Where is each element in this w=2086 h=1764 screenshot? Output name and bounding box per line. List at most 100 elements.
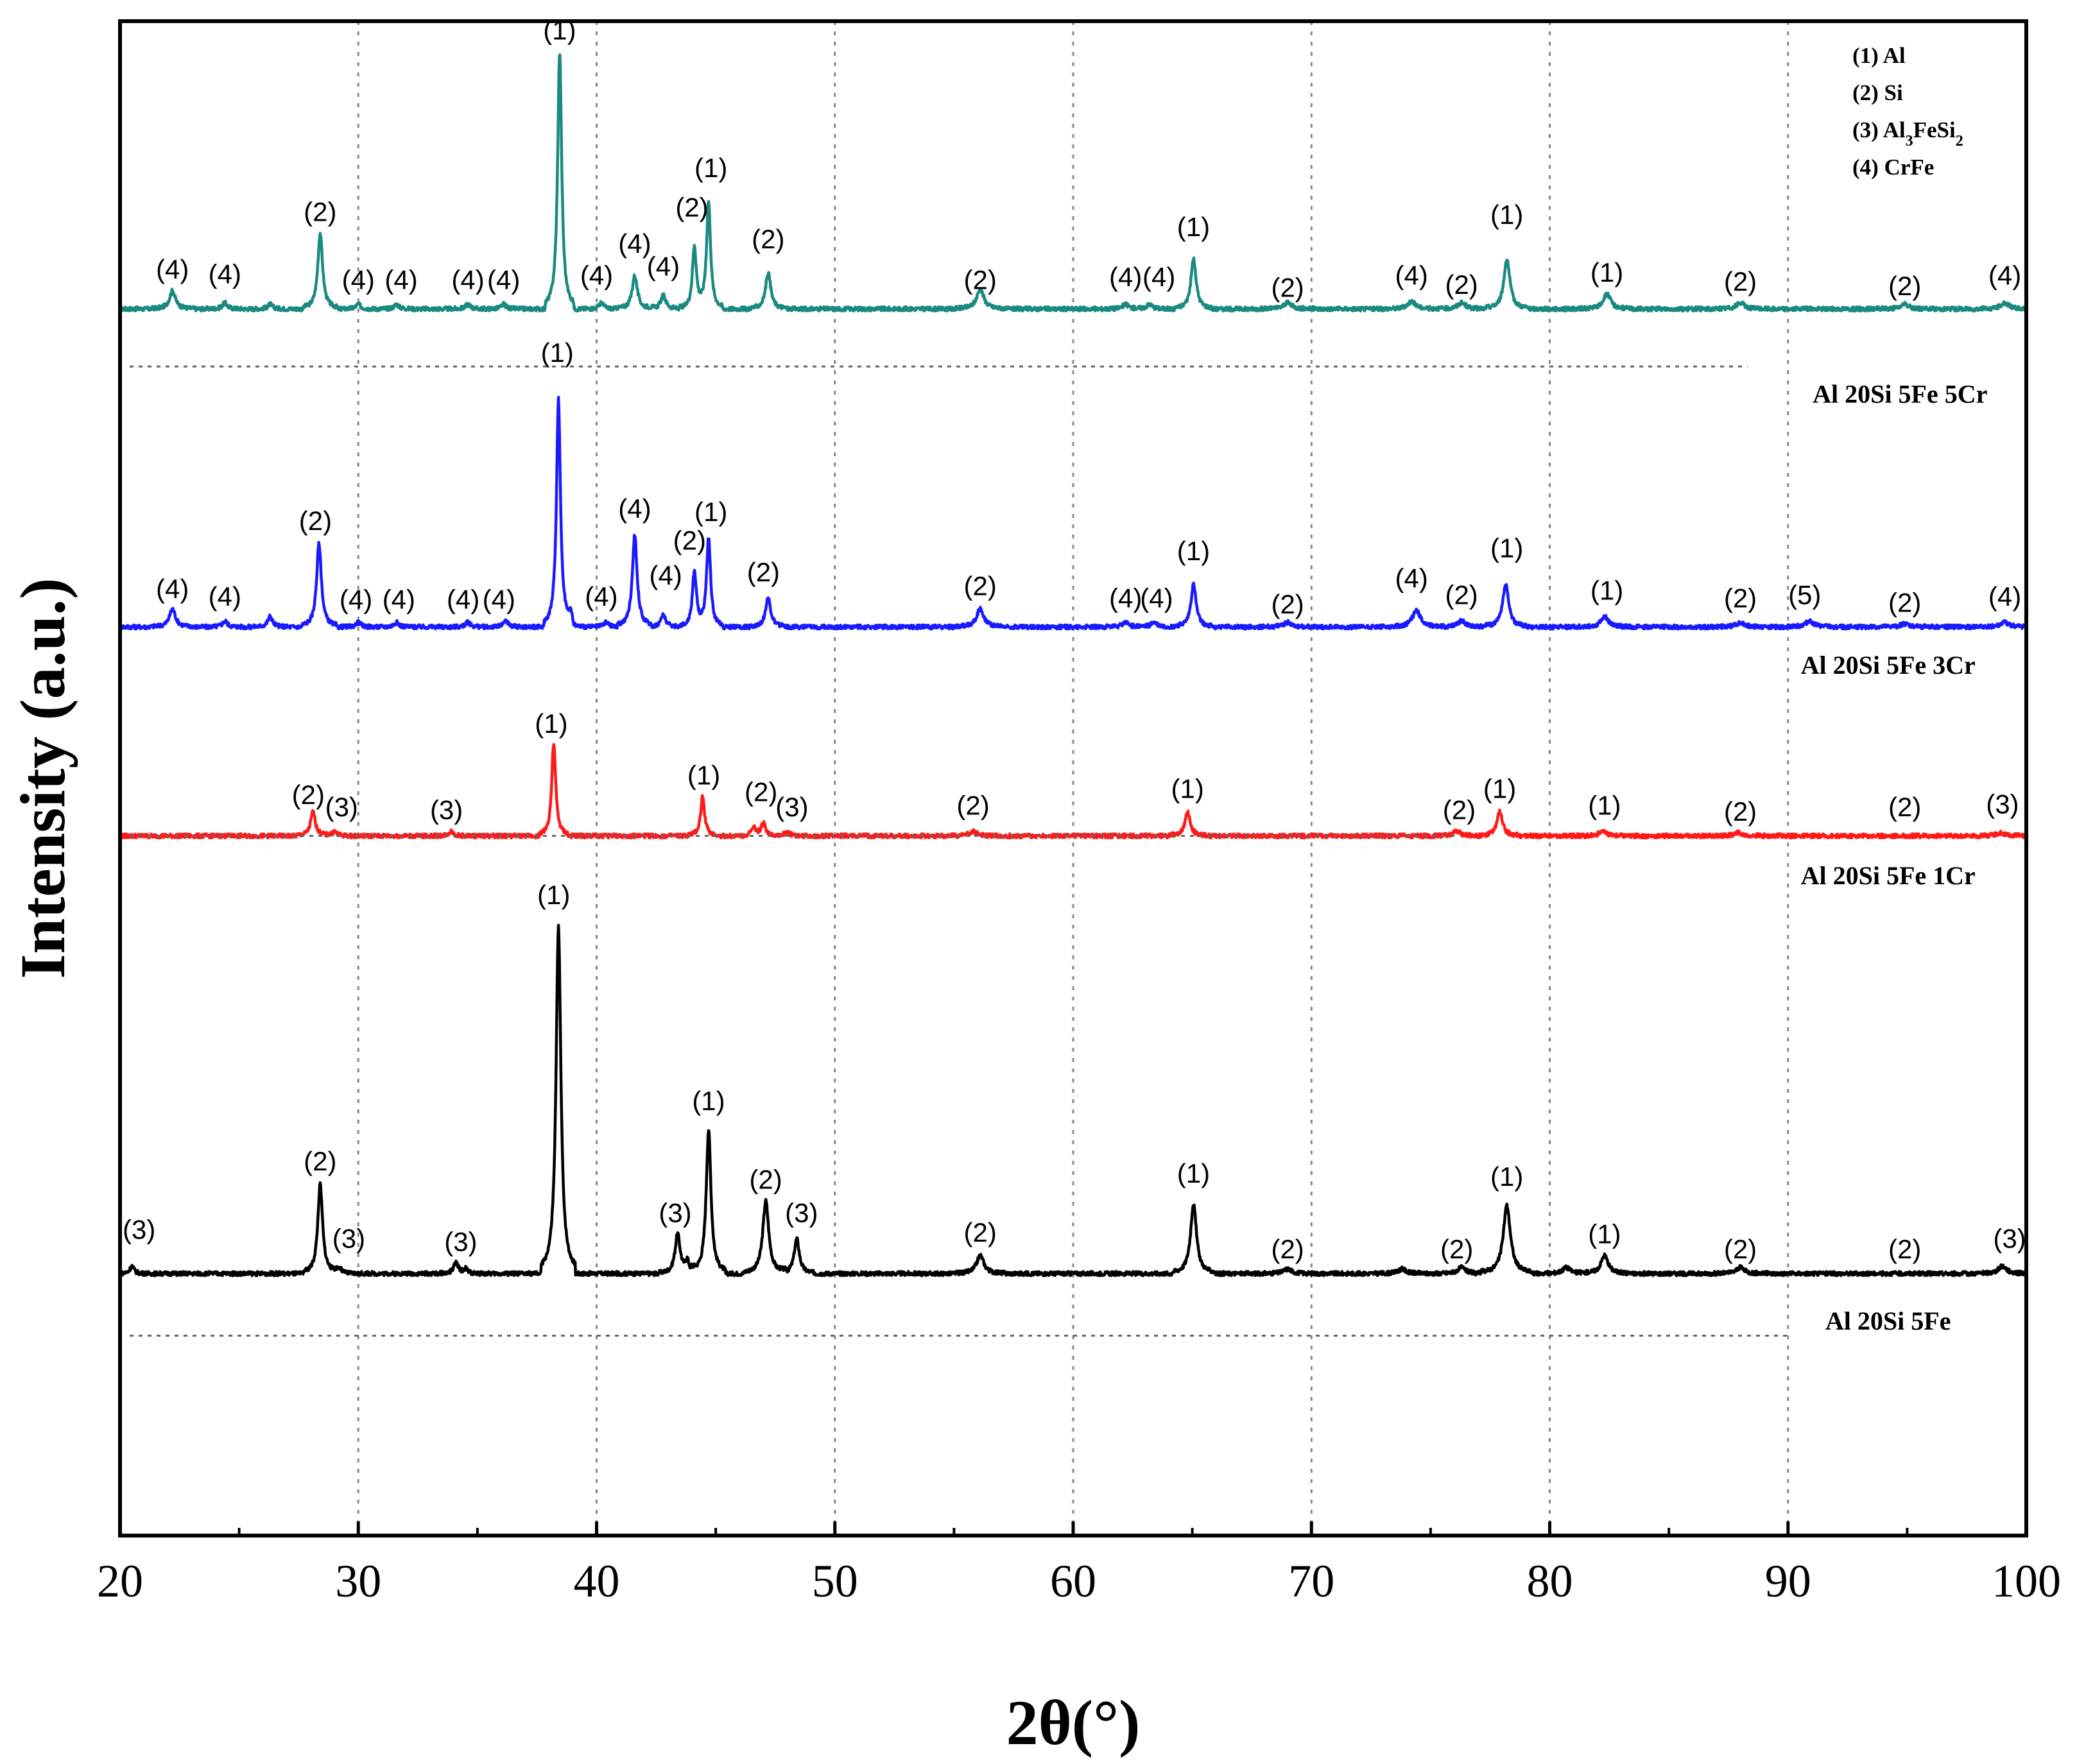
peak-label: (2) xyxy=(1445,270,1478,300)
peak-label: (2) xyxy=(747,557,780,587)
peak-label: (1) xyxy=(1590,576,1623,606)
x-tick-label: 20 xyxy=(97,1555,143,1607)
legend: (1) Al (2) Si (3) Al3FeSi2 (4) CrFe xyxy=(1852,43,1963,180)
peak-label: (4) xyxy=(1395,563,1428,594)
series-labels: Al 20Si 5Fe 5Cr Al 20Si 5Fe 3Cr Al 20Si 5F… xyxy=(1801,380,1988,1335)
legend-entry: (3) Al3FeSi2 xyxy=(1852,117,1963,150)
peak-label: (2) xyxy=(675,192,708,222)
peak-label: (4) xyxy=(649,560,682,590)
peak-label: (2) xyxy=(1724,266,1757,296)
peak-label: (1) xyxy=(1177,1158,1210,1188)
legend-entry: (1) Al xyxy=(1852,43,1906,68)
x-tick-label: 40 xyxy=(574,1555,620,1607)
series-line xyxy=(119,923,2028,1278)
peak-label: (2) xyxy=(292,780,325,810)
peak-label: (2) xyxy=(304,197,336,227)
peak-label: (4) xyxy=(156,254,189,284)
peak-label: (2) xyxy=(1271,1234,1304,1264)
peak-label: (4) xyxy=(487,265,520,295)
peak-label: (4) xyxy=(618,493,651,524)
peak-label: (4) xyxy=(1988,261,2021,291)
peak-label: (2) xyxy=(1724,796,1757,826)
peak-label: (4) xyxy=(447,585,479,615)
y-axis-label: Intensity (a.u.) xyxy=(7,578,78,979)
peak-label: (4) xyxy=(342,265,375,295)
peak-label: (2) xyxy=(1445,580,1478,610)
x-tick-label: 90 xyxy=(1765,1555,1811,1607)
peak-label: (3) xyxy=(1986,789,2019,819)
x-tick-label: 50 xyxy=(812,1555,858,1607)
peak-label: (2) xyxy=(1888,271,1921,301)
x-tick-label: 60 xyxy=(1050,1555,1096,1607)
peak-label: (2) xyxy=(304,1146,336,1176)
peak-label: (2) xyxy=(1888,1234,1921,1264)
legend-entry: (2) Si xyxy=(1852,80,1903,105)
peak-label: (2) xyxy=(964,1217,997,1247)
peak-label: (2) xyxy=(752,224,784,254)
peak-label: (2) xyxy=(745,776,777,807)
peak-label: (1) xyxy=(1490,533,1523,563)
peak-label: (4) xyxy=(585,581,617,612)
peak-label: (1) xyxy=(1490,200,1523,230)
peak-label: (3) xyxy=(332,1224,365,1254)
series-line xyxy=(119,53,2028,313)
peak-label: (2) xyxy=(1724,1234,1757,1264)
peak-label: (1) xyxy=(1490,1161,1523,1192)
series-name-label: Al 20Si 5Fe 5Cr xyxy=(1813,380,1987,409)
peak-label: (4) xyxy=(340,585,372,615)
x-ticks: 20 30 40 50 60 70 80 90 100 xyxy=(97,1521,2061,1607)
peak-label: (2) xyxy=(1724,583,1757,613)
peak-label: (4) xyxy=(156,574,189,604)
peak-label: (1) xyxy=(1177,536,1210,566)
peak-label: (4) xyxy=(580,261,613,291)
peak-label: (3) xyxy=(775,792,808,822)
peak-label: (3) xyxy=(1993,1224,2026,1254)
peak-label: (4) xyxy=(1142,262,1175,292)
series-name-label: Al 20Si 5Fe 3Cr xyxy=(1801,651,1976,680)
x-tick-label: 100 xyxy=(1992,1555,2061,1607)
series-line xyxy=(118,395,2028,631)
peak-label: (1) xyxy=(537,880,570,910)
peak-label: (4) xyxy=(384,265,417,295)
peak-label: (3) xyxy=(444,1226,477,1256)
peak-label: (3) xyxy=(430,795,463,825)
peak-label: (1) xyxy=(1171,774,1204,804)
legend-entry: (4) CrFe xyxy=(1852,155,1934,180)
peak-label: (3) xyxy=(123,1214,155,1244)
peak-label: (2) xyxy=(1888,587,1921,617)
peak-label: (3) xyxy=(659,1197,691,1228)
peak-label: (4) xyxy=(647,251,680,281)
peak-label: (1) xyxy=(541,338,574,368)
reference-lines xyxy=(130,365,1788,1337)
peak-label: (4) xyxy=(451,265,484,295)
peak-label: (2) xyxy=(1443,795,1476,825)
grid-lines xyxy=(357,21,1789,1536)
peak-label: (4) xyxy=(1140,583,1173,613)
peak-label: (4) xyxy=(618,228,651,259)
peak-label: (1) xyxy=(694,497,727,527)
series-name-label: Al 20Si 5Fe 1Cr xyxy=(1801,861,1976,890)
peak-label: (2) xyxy=(1888,792,1921,822)
peak-label: (4) xyxy=(383,585,415,615)
peak-label: (2) xyxy=(749,1165,782,1195)
peak-label: (1) xyxy=(1588,791,1621,821)
peak-label: (2) xyxy=(964,570,997,601)
peak-label: (2) xyxy=(964,265,997,295)
x-tick-label: 80 xyxy=(1527,1555,1573,1607)
x-axis-label: 2θ(°) xyxy=(1006,1687,1141,1758)
series-name-label: Al 20Si 5Fe xyxy=(1825,1306,1951,1335)
x-tick-label: 70 xyxy=(1288,1555,1334,1607)
peak-label: (1) xyxy=(1483,774,1516,804)
peak-label: (4) xyxy=(1109,262,1142,292)
peak-label: (1) xyxy=(694,153,727,183)
peak-label: (4) xyxy=(1395,261,1428,291)
peak-label: (3) xyxy=(325,792,358,822)
peak-label: (1) xyxy=(1588,1219,1621,1249)
peak-label: (2) xyxy=(956,791,989,821)
peak-label: (4) xyxy=(1109,583,1142,613)
peak-label: (1) xyxy=(535,708,567,739)
peak-label: (4) xyxy=(483,585,515,615)
peak-label: (1) xyxy=(692,1086,725,1116)
peak-label: (2) xyxy=(673,526,706,556)
